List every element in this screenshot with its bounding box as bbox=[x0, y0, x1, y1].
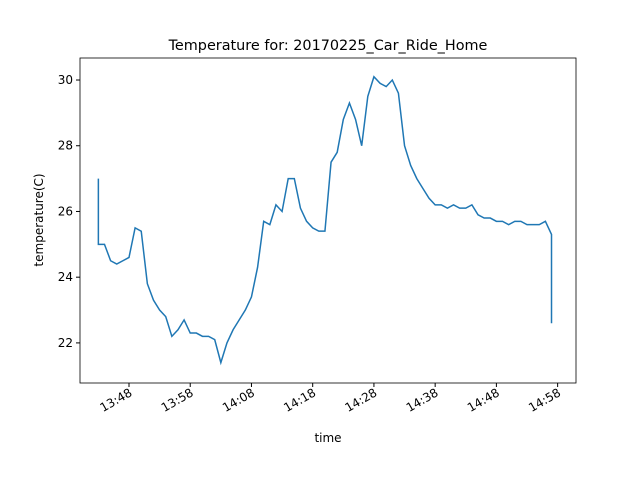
y-tick-label: 26 bbox=[58, 204, 73, 218]
plot-frame bbox=[79, 57, 577, 384]
y-axis-label: temperature(C) bbox=[32, 173, 46, 266]
x-tick-label: 14:18 bbox=[281, 385, 318, 414]
x-tick-label: 14:48 bbox=[465, 385, 502, 414]
x-tick-label: 13:58 bbox=[159, 385, 196, 414]
chart-title: Temperature for: 20170225_Car_Ride_Home bbox=[168, 38, 488, 54]
x-axis-label: time bbox=[314, 431, 341, 445]
y-tick-label: 30 bbox=[58, 73, 73, 87]
x-tick-label: 14:58 bbox=[526, 385, 563, 414]
x-tick-label: 13:48 bbox=[98, 385, 135, 414]
line bbox=[97, 75, 553, 366]
x-tick-label: 14:08 bbox=[220, 385, 257, 414]
y-tick-label: 22 bbox=[58, 336, 73, 350]
y-tick-label: 28 bbox=[58, 139, 73, 153]
x-tick-label: 14:38 bbox=[404, 385, 441, 414]
x-tick-label: 14:28 bbox=[342, 385, 379, 414]
y-tick-label: 24 bbox=[58, 270, 73, 284]
